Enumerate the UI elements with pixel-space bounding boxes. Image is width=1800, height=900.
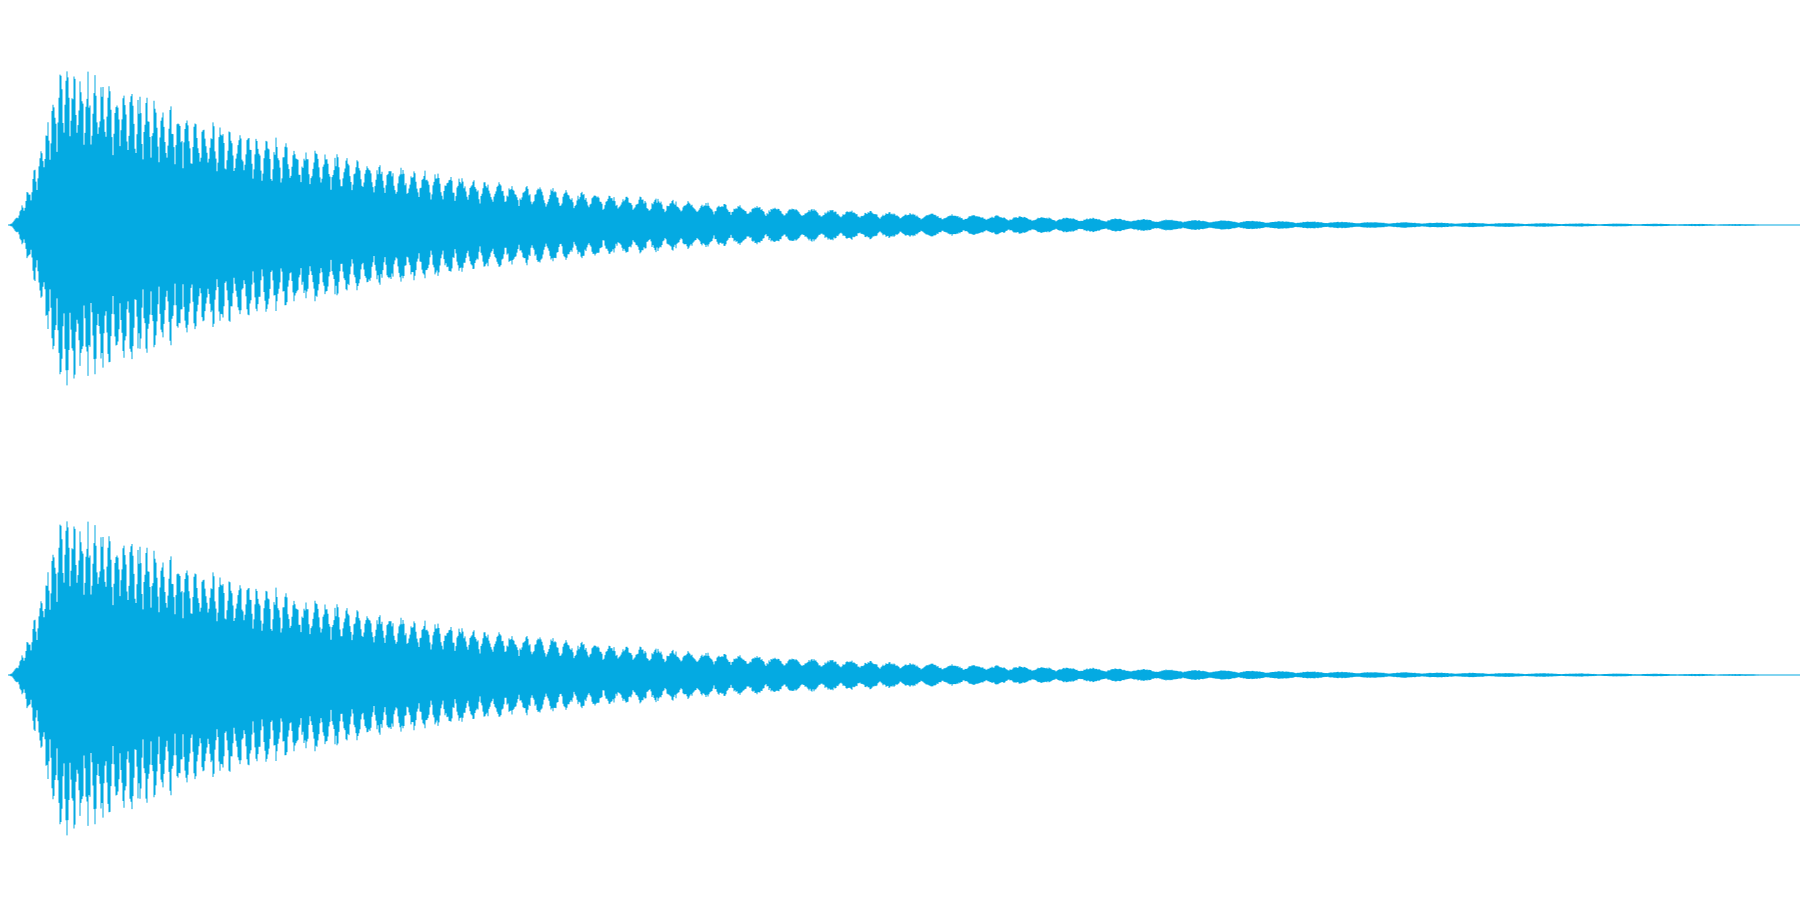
waveform-channel-2-plot: [8, 521, 1800, 836]
waveform-signal: [8, 521, 1761, 836]
waveform-channel-2[interactable]: [0, 450, 1800, 900]
waveform-signal: [8, 71, 1761, 386]
waveform-channel-1-plot: [8, 71, 1800, 386]
waveform-channel-1[interactable]: [0, 0, 1800, 450]
